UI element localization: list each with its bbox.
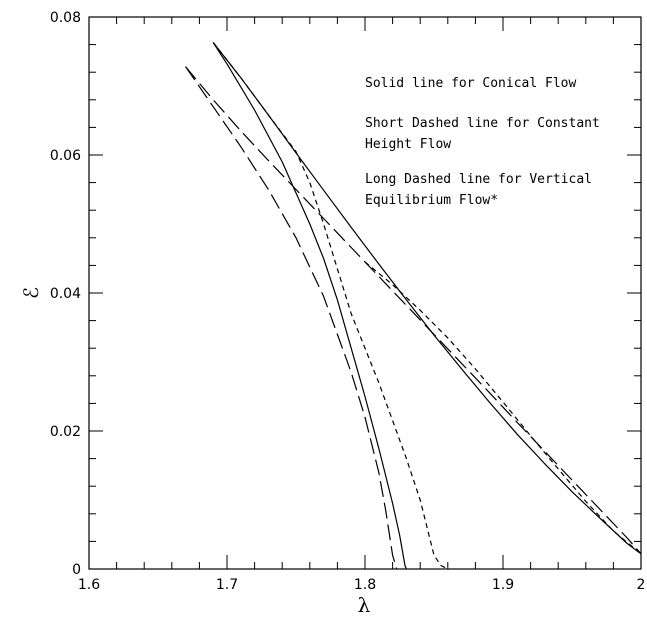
annotation-short-dashed-line: Short Dashed line for Constant (365, 116, 600, 131)
x-axis-label: λ (358, 593, 371, 617)
annotation-long-dashed-line: Long Dashed line for Vertical (365, 172, 592, 187)
annotation-long-dashed-line-cont: Equilibrium Flow* (365, 193, 498, 208)
y-tick-label: 0.08 (50, 10, 81, 26)
short-dashed-curve-2 (212, 42, 449, 570)
long-dashed-curve-4 (185, 66, 642, 555)
x-tick-label: 2 (637, 577, 646, 593)
y-tick-label: 0 (72, 562, 81, 578)
y-axis-label: ℰ (19, 287, 43, 299)
ticks-layer (88, 16, 642, 570)
x-tick-label: 1.9 (492, 577, 514, 593)
plot-frame (88, 16, 642, 570)
y-tick-label: 0.06 (50, 148, 81, 164)
x-tick-label: 1.6 (78, 577, 100, 593)
tick-labels-layer: 1.6 1.7 1.8 1.9 2 0 0.02 0.04 0.06 0.08 (50, 10, 646, 593)
y-tick-label: 0.02 (50, 424, 81, 440)
annotation-short-dashed-line-cont: Height Flow (365, 137, 451, 152)
x-tick-label: 1.7 (216, 577, 238, 593)
curves-layer (185, 42, 642, 570)
long-dashed-curve-5 (185, 66, 398, 570)
y-tick-label: 0.04 (50, 286, 81, 302)
annotation-solid-line: Solid line for Conical Flow (365, 76, 576, 91)
solid-curve-1 (212, 42, 407, 570)
x-tick-label: 1.8 (354, 577, 376, 593)
